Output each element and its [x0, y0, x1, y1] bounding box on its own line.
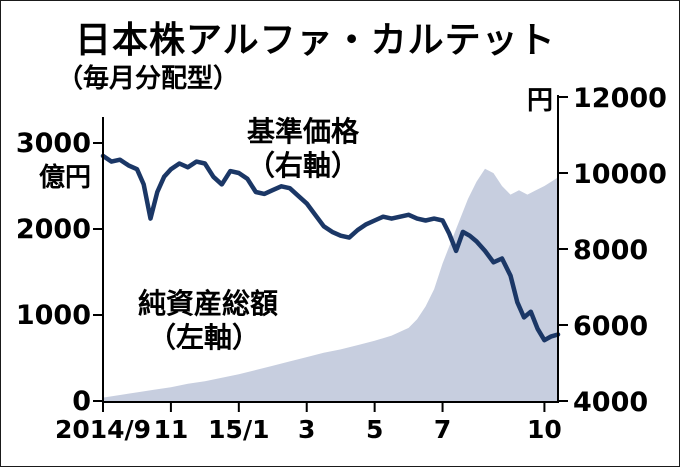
plot-layer: 300020001000012000100008000600040002014/…: [16, 83, 667, 444]
chart-subtitle: （毎月分配型）: [57, 64, 240, 94]
right-axis-tick-label: 6000: [573, 311, 648, 342]
x-axis-tick-label: 3: [298, 415, 315, 444]
x-axis-tick-label: 11: [154, 415, 189, 444]
left-axis-unit-label: 億円: [39, 163, 91, 193]
left-axis-tick-label: 0: [72, 386, 91, 417]
x-axis-tick-label: 15/1: [208, 415, 269, 444]
area-series-annotation-axis: （左軸）: [148, 321, 260, 354]
line-series-annotation-axis: （右軸）: [247, 149, 359, 182]
right-axis-tick-label: 4000: [573, 387, 648, 418]
right-axis-tick-label: 12000: [573, 83, 667, 114]
right-axis-tick-label: 10000: [573, 159, 667, 190]
area-series-net-assets: [103, 168, 558, 403]
chart-title: 日本株アルファ・カルテット: [75, 20, 556, 61]
line-series-annotation: 基準価格: [247, 115, 360, 148]
x-axis-tick-label: 7: [434, 415, 451, 444]
left-axis-tick-label: 2000: [16, 214, 91, 245]
line-series-nav-price: [100, 153, 561, 343]
left-axis-tick-label: 1000: [16, 300, 91, 331]
x-axis-tick-label: 10: [527, 415, 562, 444]
left-axis-tick-label: 3000: [16, 128, 91, 159]
area-series-annotation: 純資産総額: [138, 287, 278, 320]
x-axis-tick-label: 5: [366, 415, 383, 444]
x-axis-tick-label: 2014/9: [55, 415, 151, 444]
right-axis-tick-label: 8000: [573, 235, 648, 266]
right-axis-unit-label: 円: [527, 86, 553, 116]
